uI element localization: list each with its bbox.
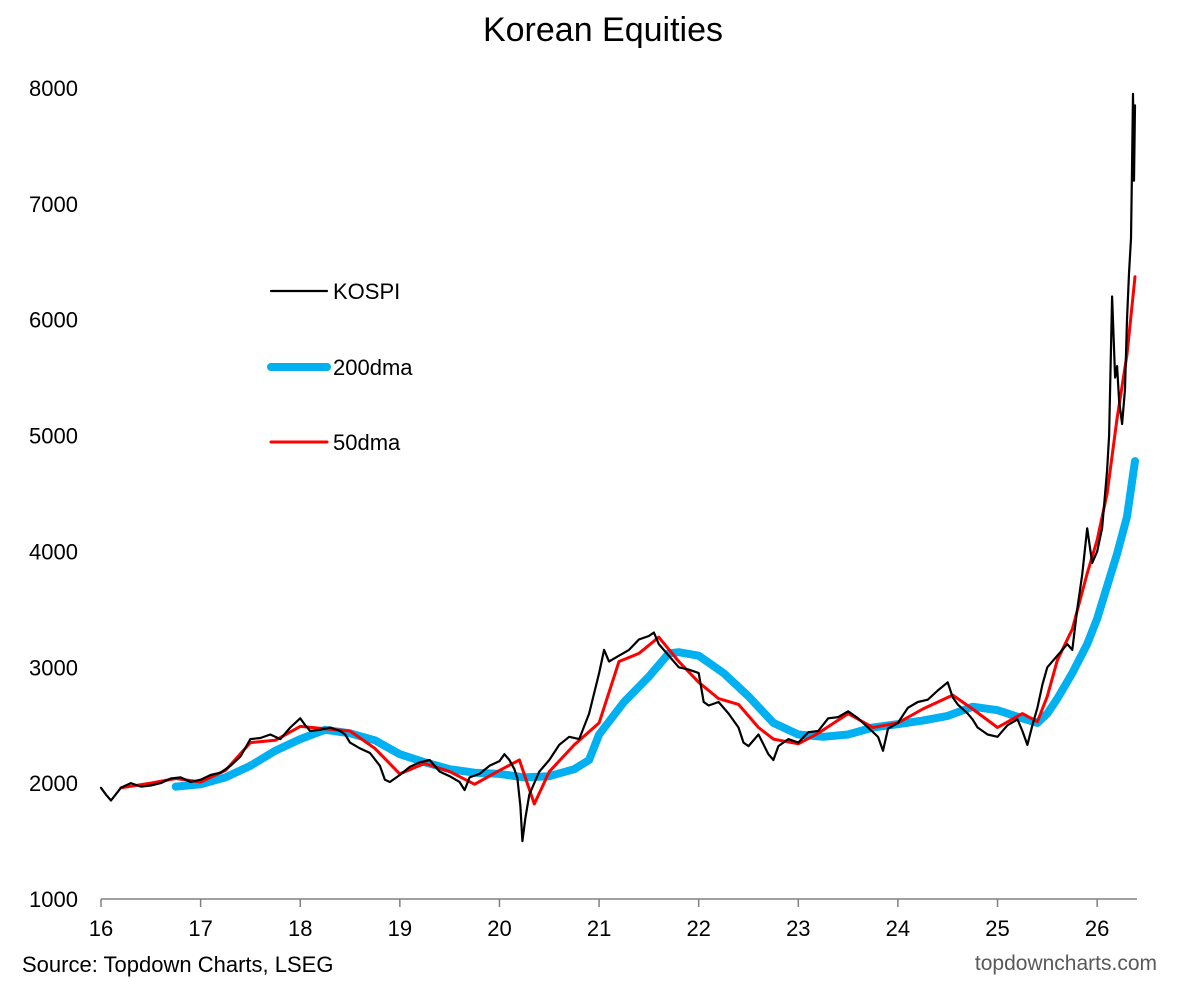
x-tick-label: 17 (188, 916, 212, 940)
x-tick-label: 19 (388, 916, 412, 940)
x-tick-label: 22 (686, 916, 710, 940)
x-tick-label: 16 (89, 916, 113, 940)
y-tick-label: 2000 (29, 771, 78, 796)
x-tick-label: 20 (487, 916, 511, 940)
chart-title: Korean Equities (483, 11, 723, 49)
series-line-50dma (119, 275, 1137, 806)
chart: Korean Equities 16 17 18 19 20 21 22 23 24 25 26 10… (29, 11, 1139, 940)
y-tick-label: 6000 (29, 308, 78, 333)
y-tick-label: 4000 (29, 539, 78, 564)
legend-label-50dma: 50dma (333, 430, 401, 455)
x-tick-label: 26 (1085, 916, 1109, 940)
legend-label-kospi: KOSPI (333, 279, 400, 304)
series-line-kospi (99, 92, 1137, 843)
source-note: Source: Topdown Charts, LSEG (22, 952, 334, 977)
axes: 16 17 18 19 20 21 22 23 24 25 26 1000 2000 3000 4000 50… (29, 76, 1137, 940)
legend: KOSPI 200dma 50dma (267, 279, 413, 455)
x-tick-label: 23 (786, 916, 810, 940)
y-tick-label: 1000 (29, 887, 78, 912)
series-line-200dma (171, 457, 1139, 791)
x-tick-label: 25 (985, 916, 1009, 940)
watermark: topdowncharts.com (974, 952, 1157, 975)
x-tick-label: 24 (886, 916, 910, 940)
y-tick-label: 3000 (29, 655, 78, 680)
y-tick-label: 8000 (29, 76, 78, 101)
x-tick-label: 18 (288, 916, 312, 940)
y-tick-label: 5000 (29, 424, 78, 449)
y-tick-label: 7000 (29, 192, 78, 217)
series-layer (99, 92, 1139, 843)
legend-label-200dma: 200dma (333, 355, 413, 380)
x-tick-label: 21 (587, 916, 611, 940)
